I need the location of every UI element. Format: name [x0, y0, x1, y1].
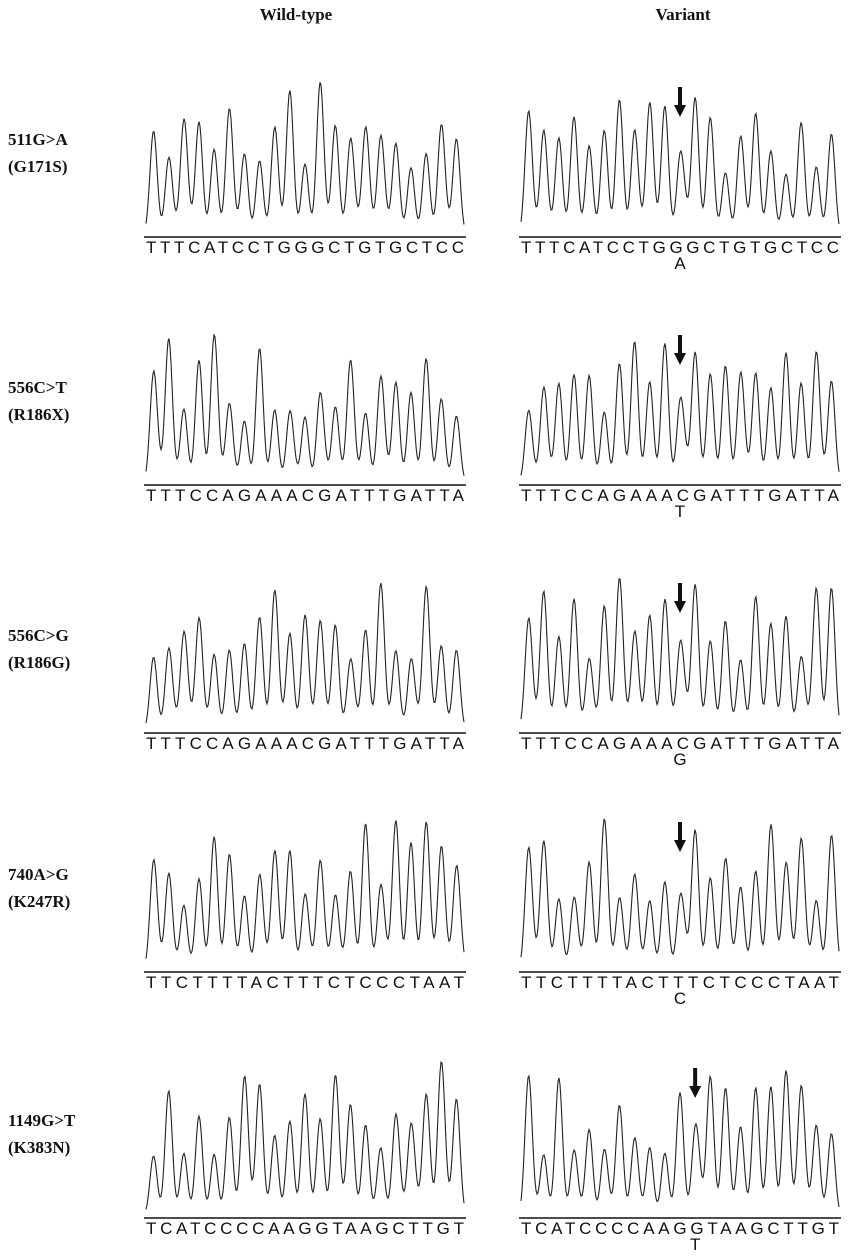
arrow-head: [674, 601, 686, 613]
wild-type-sequence: TTTCCAGAAACGATTTGATTA: [146, 486, 465, 505]
mutation-label: 556C>T: [8, 378, 67, 397]
mutation-label: 556C>G: [8, 626, 69, 645]
sequence-part: GCTGTGCTCC: [686, 238, 839, 257]
chromatogram-trace: [146, 82, 464, 224]
arrow-head: [689, 1086, 701, 1098]
wild-type-sequence: TCATCCCCAAGGTAAGCTTGT: [146, 1219, 464, 1238]
sequence-part: TTCTTTTACT: [521, 973, 669, 992]
mutation-label: 511G>A: [8, 130, 68, 149]
chromatogram-trace: [146, 820, 464, 958]
sequence-part: GATTTGATTA: [693, 734, 840, 753]
protein-label: (R186X): [8, 405, 69, 424]
sequence-part: TTTCCAGAAA: [521, 486, 673, 505]
sequence-part: TCTCCCTAAT: [688, 973, 839, 992]
wild-type-sequence: TTTCCAGAAACGATTTGATTA: [146, 734, 465, 753]
arrow-head: [674, 353, 686, 365]
variant-base: T: [690, 1235, 700, 1254]
chromatogram-trace: [146, 335, 464, 476]
wild-type-sequence: TTCTTTTACTTTCTCCCTAAT: [146, 973, 464, 992]
chromatogram-trace: [146, 1062, 464, 1209]
protein-label: (K247R): [8, 892, 70, 911]
arrow-head: [674, 840, 686, 852]
column-header: Wild-type: [260, 5, 333, 24]
sequence-part: GATTTGATTA: [693, 486, 840, 505]
variant-base: G: [673, 750, 686, 769]
variant-base: A: [674, 254, 686, 273]
column-header: Variant: [655, 5, 710, 24]
sequence-part: TCATCCCCAAG: [521, 1219, 687, 1238]
page: Wild-type Variant 511G>A (G171S) TTTCATCCT…: [0, 0, 851, 1256]
variant-base: C: [674, 989, 686, 1008]
sequence-part: TTTCATCCTG: [521, 238, 666, 257]
mutation-label: 740A>G: [8, 865, 69, 884]
variant-base: T: [675, 502, 685, 521]
protein-label: (G171S): [8, 157, 68, 176]
sequence-part: TTTCCAGAAA: [521, 734, 673, 753]
wild-type-sequence: TTTCATCCTGGGCTGTGCTCC: [146, 238, 464, 257]
arrow-head: [674, 105, 686, 117]
protein-label: (K383N): [8, 1138, 70, 1157]
sequence-part: TAAGCTTGT: [707, 1219, 839, 1238]
protein-label: (R186G): [8, 653, 70, 672]
figure: Wild-type Variant 511G>A (G171S) TTTCATCCT…: [0, 0, 851, 1256]
mutation-label: 1149G>T: [8, 1111, 76, 1130]
chromatogram-trace: [146, 583, 464, 723]
chromatogram-trace: [521, 1071, 839, 1208]
